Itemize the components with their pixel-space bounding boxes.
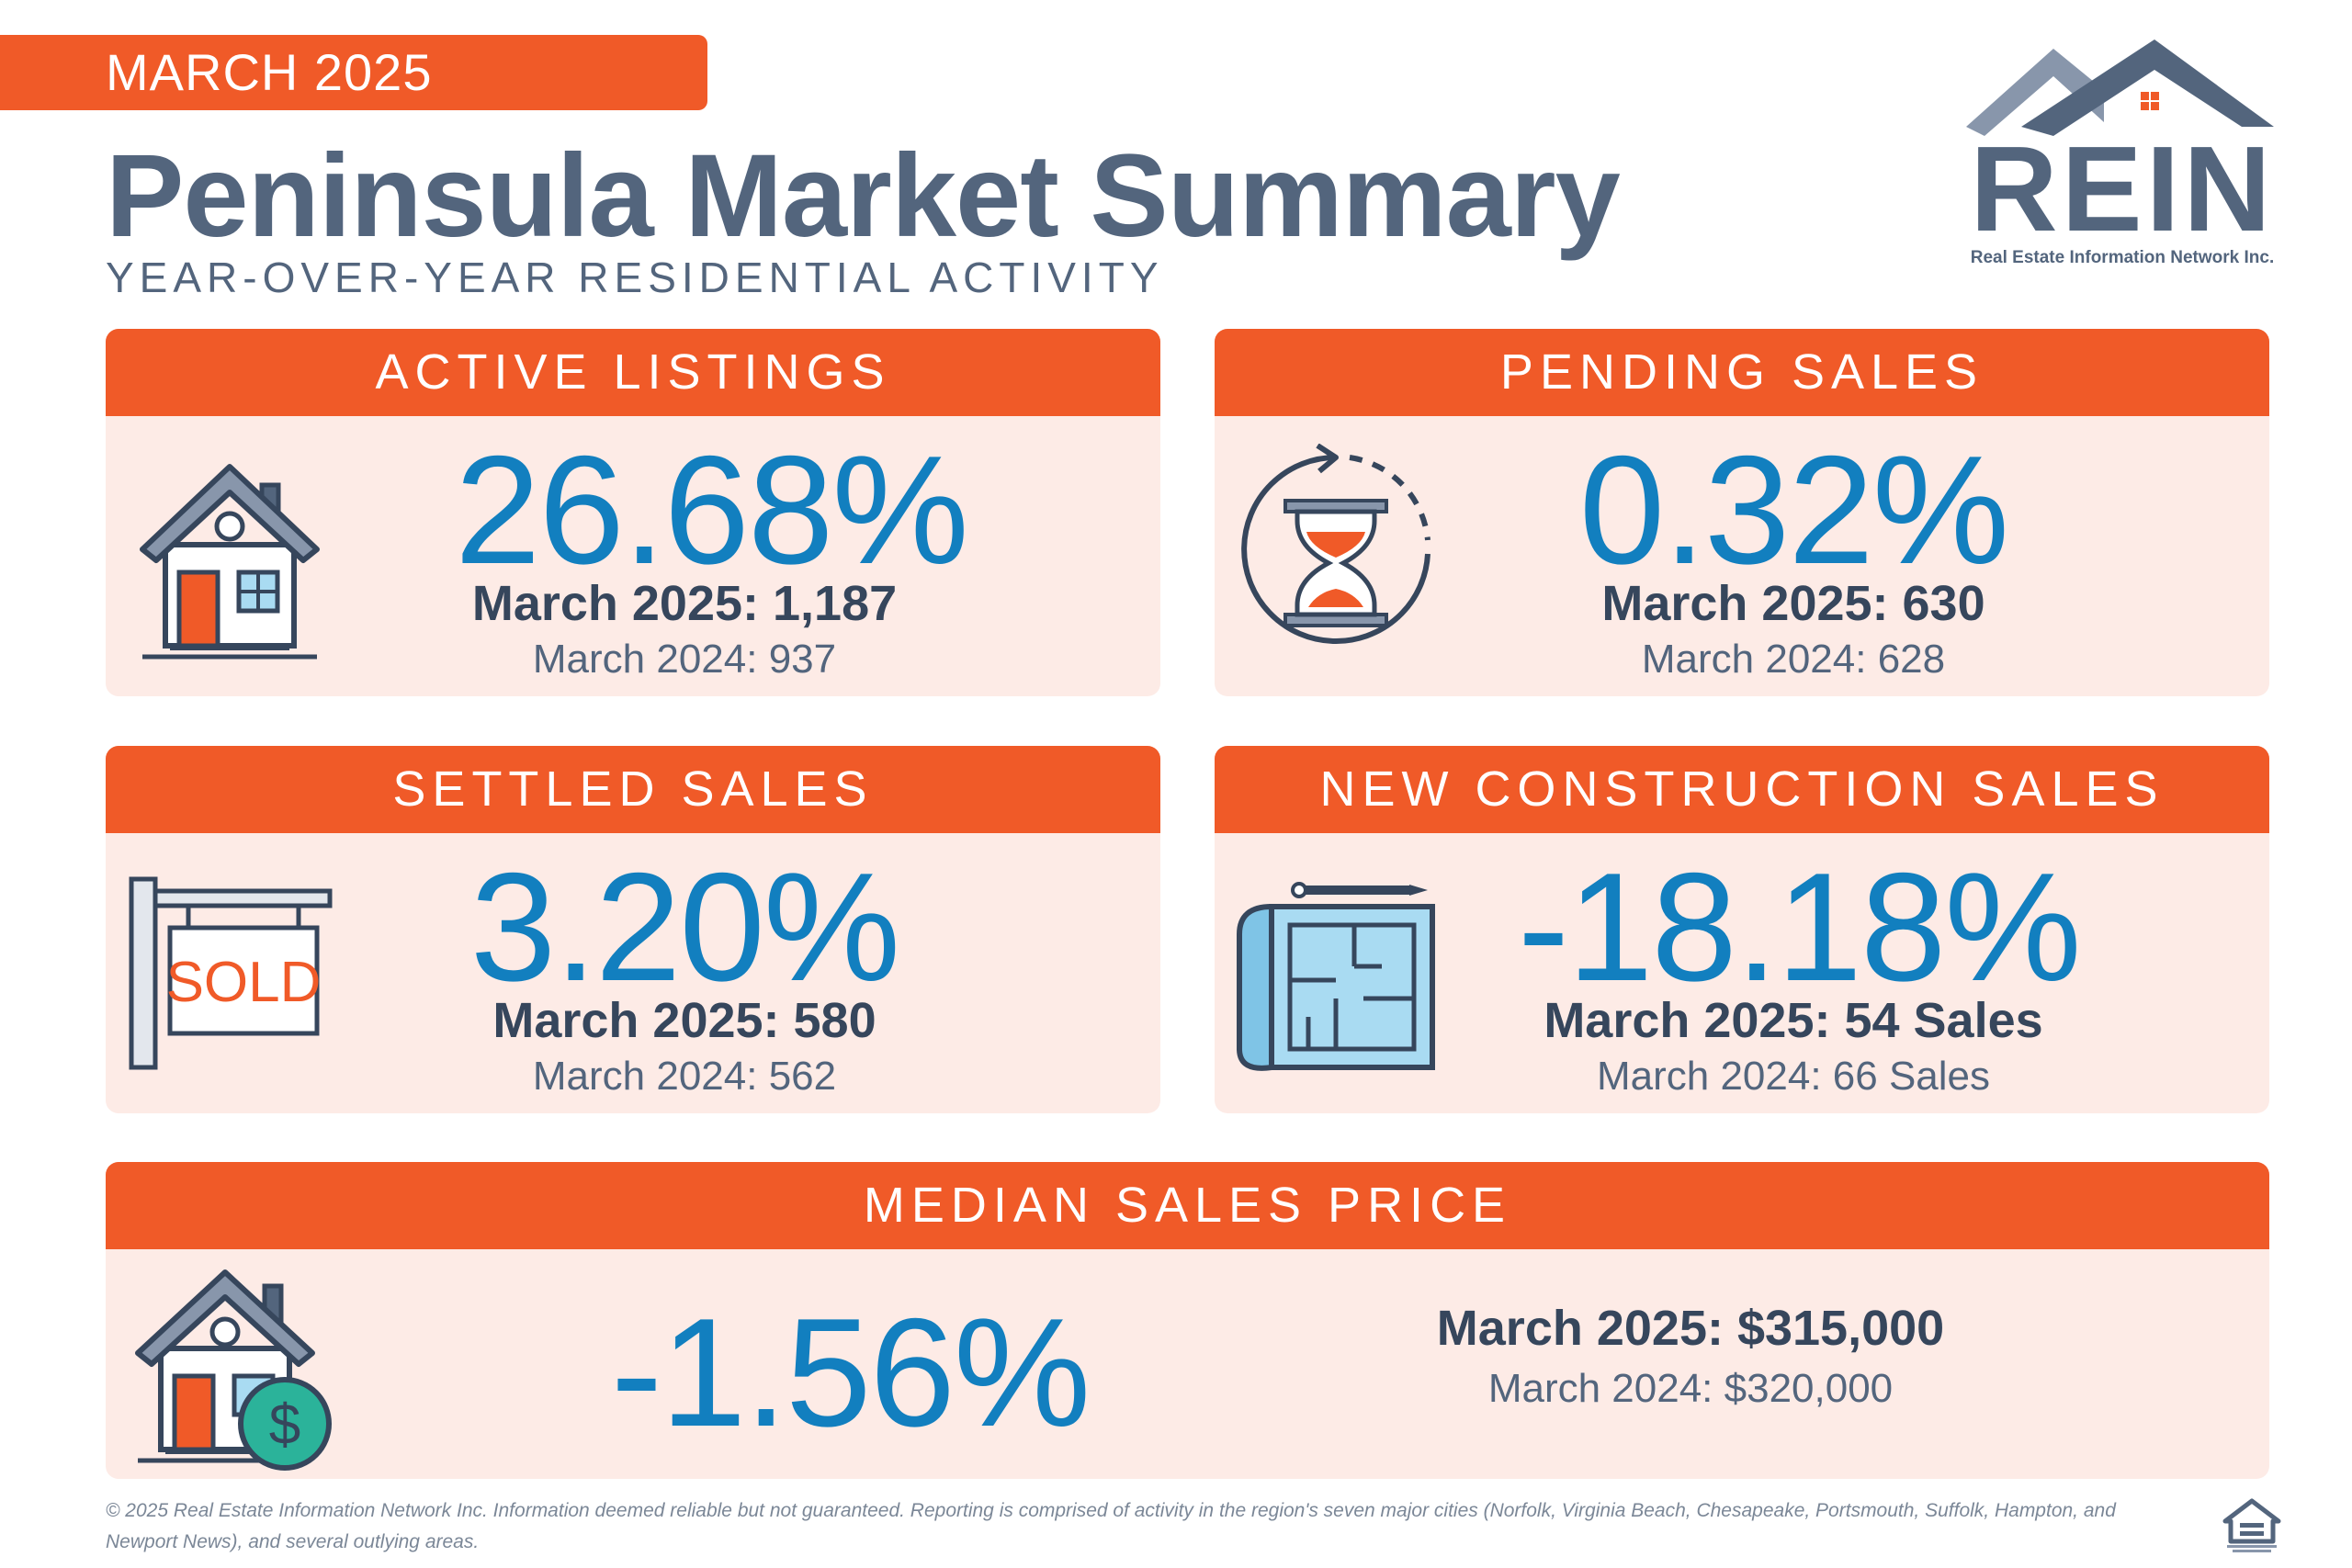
previous-value: March 2024: 66 Sales	[1596, 1054, 1991, 1099]
change-percent: 26.68%	[455, 423, 969, 596]
card-active-listings: ACTIVE LISTINGS 26.68% March 2025: 1,187…	[106, 329, 1160, 696]
previous-value: March 2024: 562	[532, 1054, 837, 1099]
page-title: Peninsula Market Summary	[106, 130, 1621, 262]
card-title: MEDIAN SALES PRICE	[106, 1162, 2269, 1249]
card-title: NEW CONSTRUCTION SALES	[1215, 746, 2269, 833]
logo-wordmark: REIN	[1970, 121, 2275, 256]
previous-value: March 2024: 628	[1641, 637, 1946, 682]
roof-logo-icon	[1966, 39, 2274, 136]
change-percent: -1.56%	[611, 1286, 1091, 1459]
change-percent: 3.20%	[469, 840, 900, 1013]
card-title: ACTIVE LISTINGS	[106, 329, 1160, 416]
card-settled-sales: SETTLED SALES SOLD 3.20% March 2025: 580…	[106, 746, 1160, 1113]
footer-disclaimer: © 2025 Real Estate Information Network I…	[106, 1500, 2116, 1552]
logo-tagline: Real Estate Information Network Inc.	[1970, 248, 2275, 267]
rein-logo: REIN Real Estate Information Network Inc…	[1966, 35, 2278, 274]
hourglass-icon	[1241, 444, 1430, 644]
change-percent: 0.32%	[1578, 423, 2009, 596]
house-dollar-icon: $	[135, 1269, 332, 1471]
card-title: SETTLED SALES	[106, 746, 1160, 833]
current-value: March 2025: 580	[492, 993, 876, 1048]
card-new-construction: NEW CONSTRUCTION SALES -18.18% March 202…	[1215, 746, 2269, 1113]
dollar-symbol: $	[269, 1393, 300, 1457]
month-tab: MARCH 2025	[0, 35, 707, 110]
current-value: March 2025: 1,187	[471, 576, 898, 631]
page-subtitle: YEAR-OVER-YEAR RESIDENTIAL ACTIVITY	[106, 254, 1164, 301]
change-percent: -18.18%	[1518, 840, 2082, 1013]
card-median-price: MEDIAN SALES PRICE $ -1.56% March 2025: …	[106, 1162, 2269, 1479]
previous-value: March 2024: $320,000	[1487, 1366, 1894, 1411]
card-title: PENDING SALES	[1215, 329, 2269, 416]
previous-value: March 2024: 937	[532, 637, 837, 682]
current-value: March 2025: $315,000	[1436, 1301, 1945, 1356]
sold-sign-text: SOLD	[166, 951, 322, 1014]
house-icon	[140, 464, 320, 660]
month-label: MARCH 2025	[106, 43, 433, 101]
equal-housing-icon	[2222, 1498, 2281, 1552]
current-value: March 2025: 54 Sales	[1544, 993, 2043, 1048]
current-value: March 2025: 630	[1601, 576, 1985, 631]
card-pending-sales: PENDING SALES 0.32% March 2025: 630 Marc…	[1215, 329, 2269, 696]
blueprint-icon	[1237, 882, 1435, 1071]
sold-sign-icon: SOLD	[129, 876, 333, 1070]
